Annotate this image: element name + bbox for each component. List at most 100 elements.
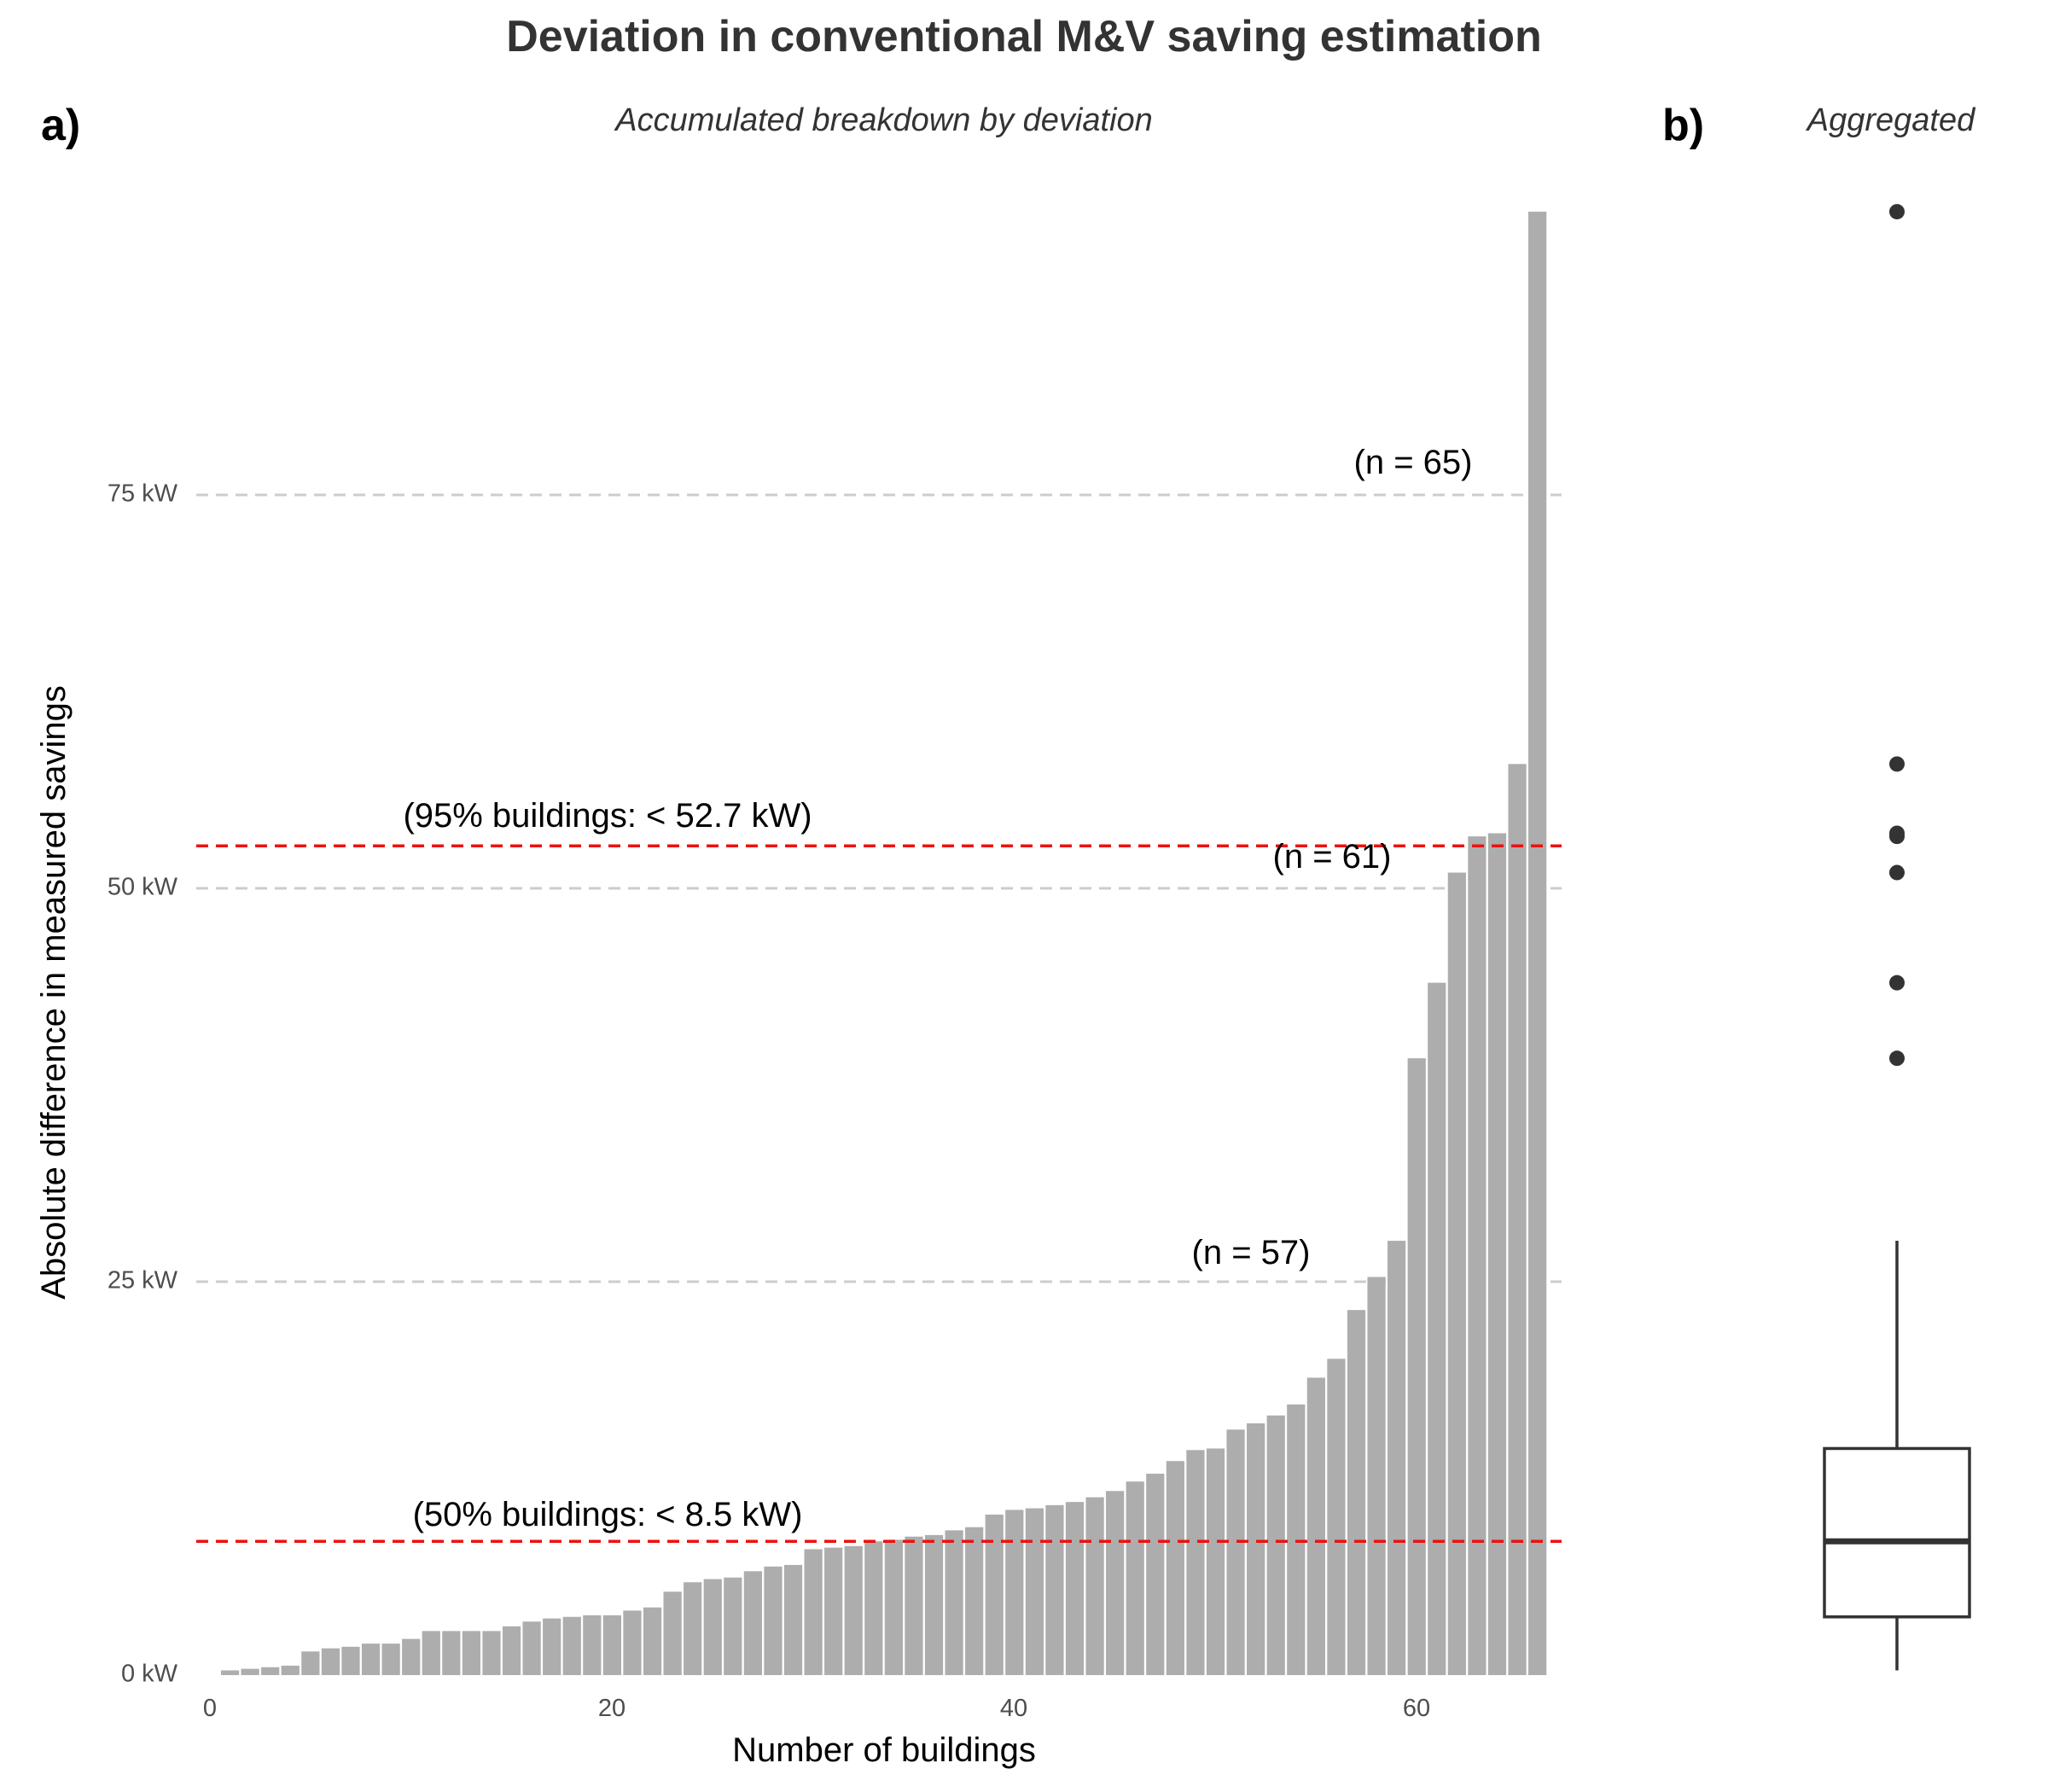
ref-line-label-50: (50% buildings: < 8.5 kW): [413, 1496, 803, 1533]
bar: [602, 1615, 622, 1675]
bar: [220, 1670, 240, 1675]
bar: [1206, 1448, 1225, 1675]
y-axis-title: Absolute difference in measured savings: [35, 685, 73, 1300]
bar: [1407, 1058, 1426, 1675]
bar: [281, 1665, 300, 1675]
bar: [402, 1638, 421, 1675]
bar: [905, 1536, 923, 1675]
bar: [361, 1644, 381, 1675]
bar: [261, 1667, 280, 1675]
reference-lines: [196, 844, 1562, 1544]
bar-series: [220, 212, 1547, 1676]
y-tick-label: 75 kW: [108, 480, 178, 508]
bar: [985, 1514, 1004, 1675]
x-tick-label: 0: [203, 1695, 217, 1722]
bar: [543, 1618, 561, 1675]
bar: [703, 1579, 722, 1675]
bar: [301, 1651, 320, 1675]
bar: [1388, 1241, 1406, 1675]
bar: [945, 1530, 963, 1675]
bar: [1447, 872, 1466, 1675]
bar: [783, 1564, 803, 1675]
bar: [1508, 764, 1527, 1675]
bar: [1468, 836, 1487, 1675]
bar: [844, 1545, 863, 1675]
bar: [1487, 833, 1507, 1675]
bar: [965, 1527, 984, 1675]
bar: [583, 1615, 602, 1675]
boxplot: [1823, 204, 1971, 1671]
bar: [462, 1631, 481, 1675]
bar: [623, 1610, 642, 1675]
bar: [321, 1648, 340, 1675]
bar: [1146, 1473, 1165, 1675]
bar: [1266, 1415, 1285, 1675]
gridlines: [196, 493, 1562, 1283]
bar: [442, 1631, 461, 1675]
bar: [1106, 1491, 1125, 1675]
bar: [1226, 1429, 1245, 1675]
n-annotation-57: (n = 57): [1192, 1234, 1311, 1271]
x-tick-label: 60: [1403, 1695, 1430, 1722]
box-iqr: [1823, 1446, 1971, 1619]
x-axis-ticks: 0 20 40 60: [203, 1695, 1430, 1722]
outlier-point: [1889, 1050, 1905, 1067]
outlier-point: [1889, 825, 1905, 841]
bar: [1306, 1377, 1325, 1675]
x-tick-label: 20: [598, 1695, 625, 1722]
outlier-point: [1889, 204, 1905, 220]
bar: [1025, 1508, 1044, 1675]
bar: [743, 1571, 762, 1675]
bar: [824, 1547, 843, 1675]
bar: [1528, 212, 1547, 1676]
x-tick-label: 40: [1000, 1695, 1027, 1722]
panel-a-subtitle: Accumulated breakdown by deviation: [614, 102, 1153, 138]
bar: [1065, 1502, 1085, 1675]
chart-title: Deviation in conventional M&V saving est…: [506, 12, 1542, 61]
bar: [884, 1539, 903, 1675]
outlier-point: [1889, 864, 1905, 881]
bar: [482, 1631, 501, 1675]
n-annotation-61: (n = 61): [1273, 838, 1392, 876]
bar: [1428, 982, 1446, 1675]
bar: [241, 1668, 259, 1675]
ref-line-label-95: (95% buildings: < 52.7 kW): [403, 797, 812, 835]
bar: [341, 1646, 360, 1675]
y-tick-label: 25 kW: [108, 1267, 178, 1295]
bar: [1327, 1359, 1346, 1675]
bar: [562, 1616, 581, 1675]
bar: [764, 1566, 783, 1675]
bar: [502, 1626, 521, 1675]
bar: [1166, 1461, 1184, 1675]
bar: [663, 1591, 682, 1675]
panel-b-label: b): [1662, 101, 1704, 150]
bar: [864, 1541, 883, 1675]
panel-a-label: a): [41, 101, 80, 150]
y-tick-label: 50 kW: [108, 874, 178, 901]
outlier-point: [1889, 756, 1905, 772]
y-tick-label: 0 kW: [121, 1661, 178, 1688]
bar: [522, 1621, 541, 1675]
y-axis-ticks: 0 kW 25 kW 50 kW 75 kW: [108, 480, 178, 1688]
bar: [422, 1631, 440, 1675]
bar: [643, 1607, 662, 1675]
bar: [1126, 1481, 1144, 1675]
bar: [1247, 1423, 1265, 1675]
bar: [1085, 1497, 1104, 1675]
x-axis-title: Number of buildings: [732, 1731, 1036, 1769]
bar: [1367, 1277, 1386, 1675]
bar: [1045, 1504, 1064, 1675]
bar: [1005, 1510, 1024, 1675]
bar: [1186, 1450, 1205, 1675]
n-annotation-65: (n = 65): [1354, 444, 1473, 481]
bar: [1347, 1310, 1366, 1675]
outlier-point: [1889, 975, 1905, 991]
bar: [381, 1644, 400, 1675]
bar: [1287, 1404, 1306, 1675]
bar: [684, 1582, 702, 1675]
bar: [804, 1549, 823, 1675]
panel-b-subtitle: Aggregated: [1806, 102, 1976, 138]
bar: [724, 1577, 742, 1675]
